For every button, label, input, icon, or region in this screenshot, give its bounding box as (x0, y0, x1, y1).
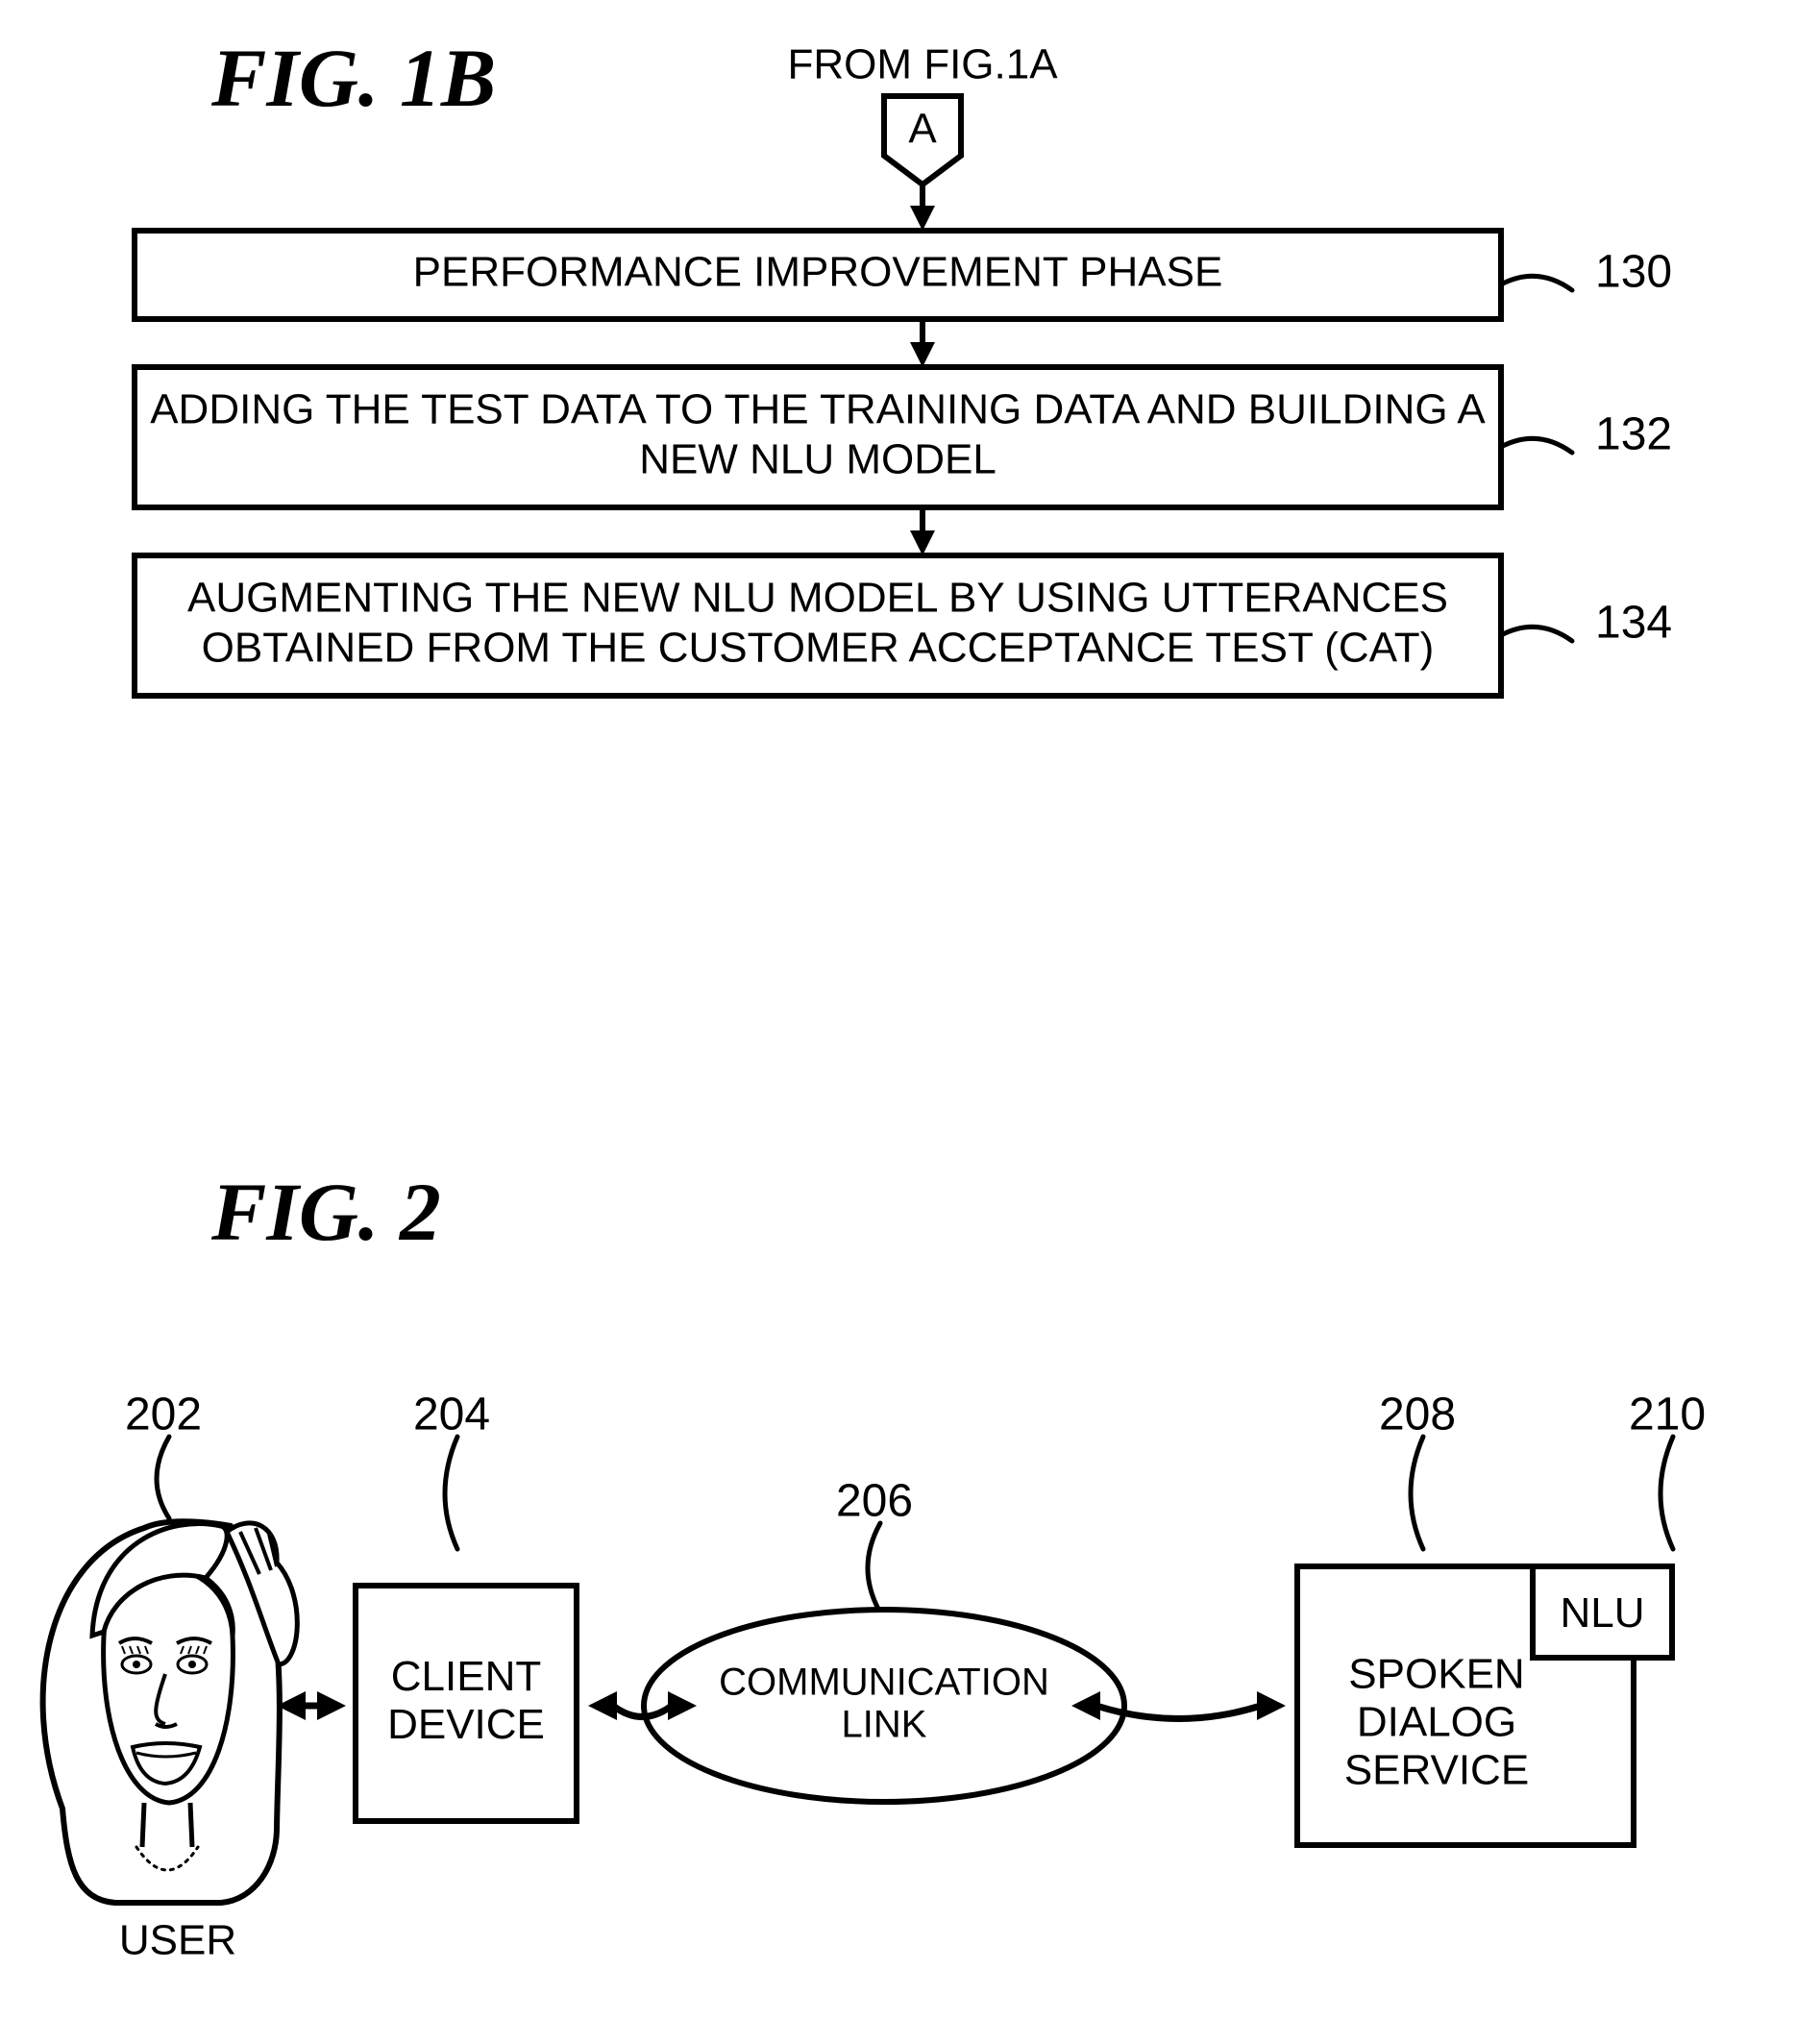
from-fig1a-label: FROM FIG.1A (787, 41, 1058, 88)
flow-box-1-text: ADDING THE TEST DATA TO THE TRAINING DAT… (150, 386, 1486, 433)
ref-202: 202 (125, 1390, 202, 1441)
client-device-text: DEVICE (387, 1701, 545, 1748)
ref-208: 208 (1379, 1390, 1456, 1441)
flow-box-0-text: PERFORMANCE IMPROVEMENT PHASE (413, 249, 1223, 296)
ref-130: 130 (1595, 247, 1672, 298)
ref-204: 204 (413, 1390, 490, 1441)
ref-134: 134 (1595, 598, 1672, 649)
ref-206: 206 (836, 1476, 913, 1527)
ref-132: 132 (1595, 409, 1672, 460)
fig1b-title: FIG. 1B (210, 32, 496, 124)
flow-box-2-text: OBTAINED FROM THE CUSTOMER ACCEPTANCE TE… (202, 625, 1435, 672)
sds-text: DIALOG (1357, 1699, 1516, 1746)
connector-a-label: A (908, 106, 937, 153)
user-icon (43, 1521, 298, 1903)
nlu-label: NLU (1560, 1589, 1644, 1637)
ref-210: 210 (1629, 1390, 1706, 1441)
fig2-title: FIG. 2 (210, 1166, 441, 1258)
flow-box-2-text: AUGMENTING THE NEW NLU MODEL BY USING UT… (187, 575, 1448, 622)
comm-link-text: LINK (842, 1704, 927, 1746)
comm-link-text: COMMUNICATION (719, 1662, 1049, 1704)
flow-box-1-text: NEW NLU MODEL (639, 436, 996, 483)
sds-text: SERVICE (1344, 1747, 1529, 1794)
user-label: USER (119, 1917, 236, 1964)
sds-text: SPOKEN (1348, 1651, 1524, 1698)
client-device-text: CLIENT (391, 1653, 541, 1700)
